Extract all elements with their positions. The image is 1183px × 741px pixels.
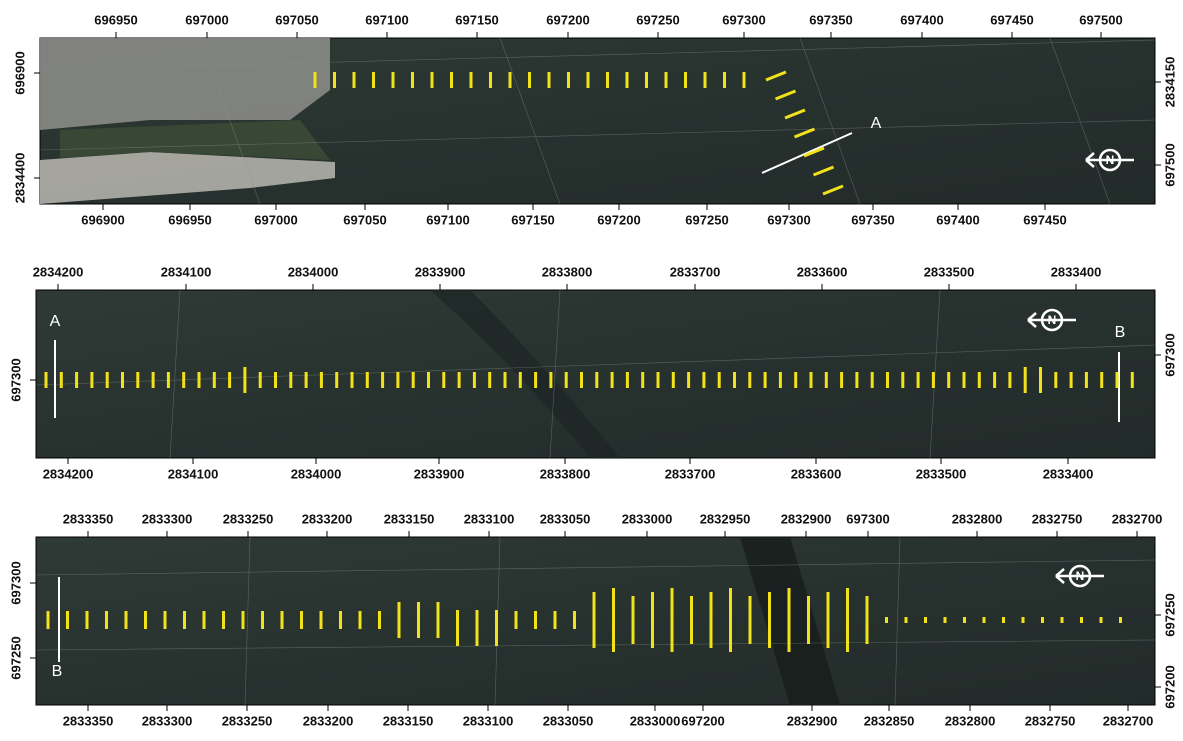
bottom-tick-label: 697350 <box>851 212 894 227</box>
bottom-tick-label: 697150 <box>511 212 554 227</box>
top-tick-label: 697200 <box>546 12 589 27</box>
right-tick-label: 2834150 <box>1162 57 1177 108</box>
bottom-tick-label: 2833400 <box>1043 466 1094 481</box>
top-tick-label: 697100 <box>365 12 408 27</box>
top-tick-label: 2833900 <box>415 264 466 279</box>
top-tick-label: 2833500 <box>924 264 975 279</box>
top-tick-label: 2833050 <box>540 511 591 526</box>
bottom-tick-label: 2834000 <box>291 466 342 481</box>
bottom-tick-label: 697200 <box>681 713 724 728</box>
bottom-tick-label: 2833700 <box>665 466 716 481</box>
top-tick-label: 2833600 <box>797 264 848 279</box>
section-label: A <box>50 313 61 330</box>
bottom-tick-label: 696950 <box>168 212 211 227</box>
top-tick-label: 2832800 <box>952 511 1003 526</box>
top-tick-label: 697150 <box>455 12 498 27</box>
right-tick-label: 697300 <box>1162 333 1177 376</box>
bottom-tick-label: 2833150 <box>383 713 434 728</box>
top-tick-label: 2833800 <box>542 264 593 279</box>
bottom-tick-label: 697200 <box>597 212 640 227</box>
bottom-tick-label: 697000 <box>254 212 297 227</box>
north-label: N <box>1106 153 1115 167</box>
top-tick-label: 696950 <box>94 12 137 27</box>
top-tick-label: 697350 <box>809 12 852 27</box>
bottom-tick-label: 2833050 <box>543 713 594 728</box>
bottom-tick-label: 697100 <box>426 212 469 227</box>
top-tick-label: 2834100 <box>161 264 212 279</box>
top-tick-label: 2833250 <box>223 511 274 526</box>
top-tick-label: 697050 <box>275 12 318 27</box>
bottom-tick-label: 2832750 <box>1025 713 1076 728</box>
bottom-tick-label: 2832800 <box>945 713 996 728</box>
top-tick-label: 2833300 <box>142 511 193 526</box>
bottom-tick-label: 2833900 <box>414 466 465 481</box>
bottom-tick-label: 697450 <box>1023 212 1066 227</box>
top-tick-label: 697300 <box>846 511 889 526</box>
bottom-tick-label: 2832700 <box>1103 713 1154 728</box>
right-tick-label: 697500 <box>1162 143 1177 186</box>
bottom-tick-label: 2833300 <box>142 713 193 728</box>
top-tick-label: 2833400 <box>1051 264 1102 279</box>
top-tick-label: 2832750 <box>1032 511 1083 526</box>
bottom-tick-label: 2833200 <box>303 713 354 728</box>
section-label: B <box>52 663 63 680</box>
north-label: N <box>1076 569 1085 583</box>
right-tick-label: 697200 <box>1162 665 1177 708</box>
bottom-tick-label: 2832850 <box>864 713 915 728</box>
top-tick-label: 697300 <box>722 12 765 27</box>
bottom-tick-label: 697400 <box>936 212 979 227</box>
left-tick-label: 2834400 <box>12 153 27 204</box>
left-tick-label: 697250 <box>8 636 23 679</box>
top-tick-label: 2834200 <box>33 264 84 279</box>
bottom-tick-label: 2834200 <box>43 466 94 481</box>
bottom-tick-label: 2833000 <box>630 713 681 728</box>
top-tick-label: 697250 <box>636 12 679 27</box>
top-tick-label: 2833000 <box>622 511 673 526</box>
section-label: A <box>871 115 882 132</box>
top-tick-label: 2833350 <box>63 511 114 526</box>
bottom-tick-label: 697250 <box>685 212 728 227</box>
top-tick-label: 2833150 <box>384 511 435 526</box>
top-tick-label: 2833700 <box>670 264 721 279</box>
right-tick-label: 697250 <box>1162 593 1177 636</box>
bottom-tick-label: 696900 <box>81 212 124 227</box>
bottom-tick-label: 697300 <box>767 212 810 227</box>
top-tick-label: 697400 <box>900 12 943 27</box>
top-tick-label: 697500 <box>1079 12 1122 27</box>
left-tick-label: 697300 <box>8 561 23 604</box>
bottom-tick-label: 2833350 <box>63 713 114 728</box>
bottom-tick-label: 2833100 <box>463 713 514 728</box>
bottom-tick-label: 2833800 <box>540 466 591 481</box>
top-tick-label: 2834000 <box>288 264 339 279</box>
top-tick-label: 697000 <box>185 12 228 27</box>
bottom-tick-label: 2833500 <box>916 466 967 481</box>
top-tick-label: 2833200 <box>302 511 353 526</box>
section-label: B <box>1115 324 1126 341</box>
top-tick-label: 697450 <box>990 12 1033 27</box>
map-figure: 696950 697000 697050 697100 697150 697200 6972… <box>0 0 1183 736</box>
top-tick-label: 2832950 <box>700 511 751 526</box>
left-tick-label: 696900 <box>12 51 27 94</box>
top-tick-label: 2832700 <box>1112 511 1163 526</box>
top-tick-label: 2832900 <box>781 511 832 526</box>
bottom-tick-label: 2833600 <box>791 466 842 481</box>
bottom-tick-label: 697050 <box>343 212 386 227</box>
bottom-tick-label: 2832900 <box>787 713 838 728</box>
north-label: N <box>1048 313 1057 327</box>
structure <box>40 38 330 130</box>
top-tick-label: 2833100 <box>464 511 515 526</box>
left-tick-label: 697300 <box>8 358 23 401</box>
bottom-tick-label: 2833250 <box>222 713 273 728</box>
bottom-tick-label: 2834100 <box>168 466 219 481</box>
